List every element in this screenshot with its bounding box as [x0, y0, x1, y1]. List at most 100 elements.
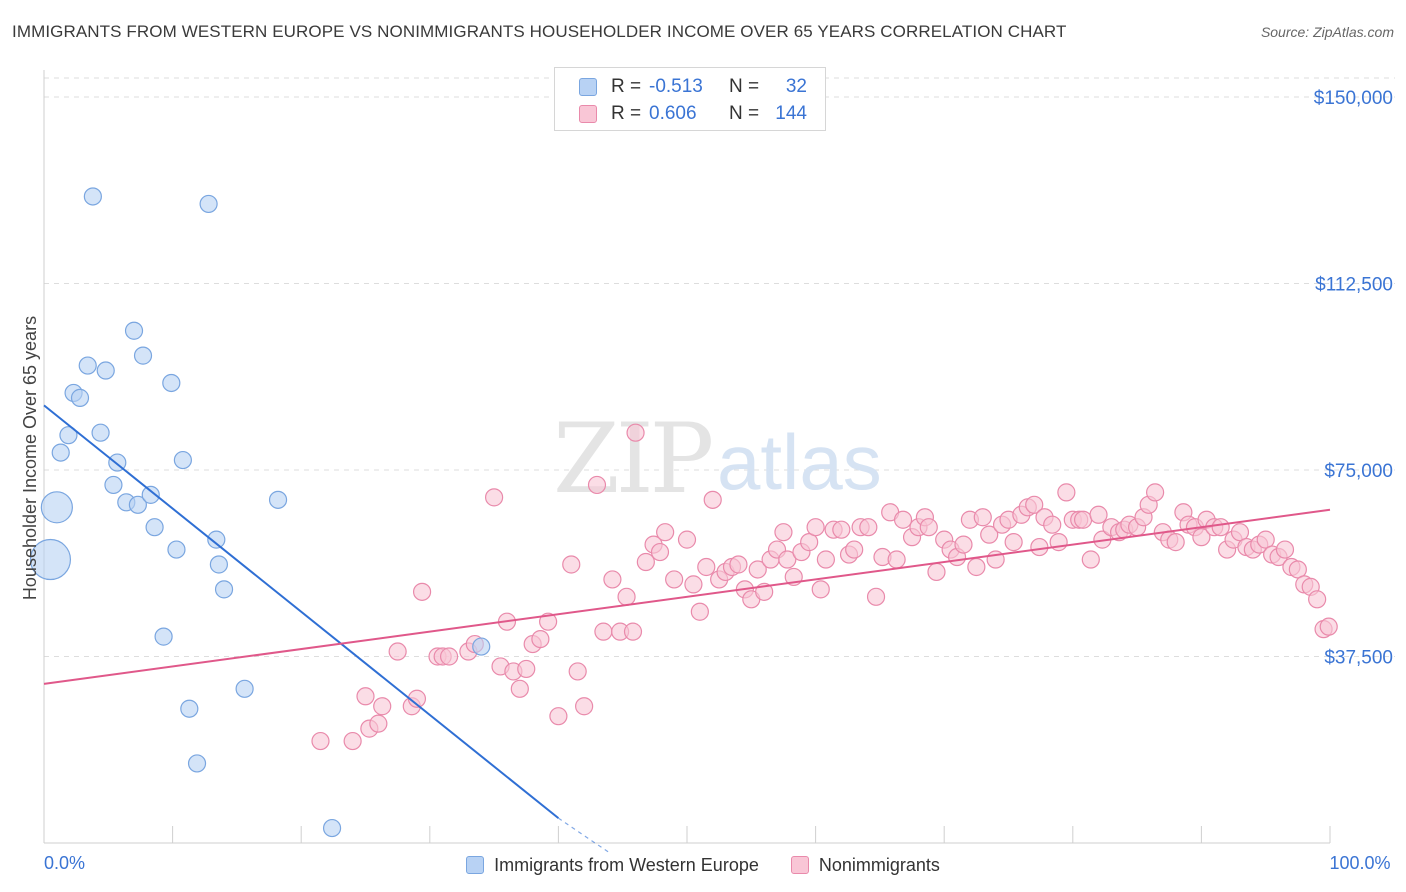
- immigrant-point: [133, 346, 153, 365]
- immigrant-point: [199, 194, 218, 214]
- nonimmigrant-point: [811, 580, 830, 599]
- nonimmigrant-point: [517, 659, 536, 679]
- immigrant-point: [59, 426, 78, 445]
- nonimmigrant-point: [623, 622, 643, 641]
- x-tick-label: 100.0%: [1329, 853, 1390, 873]
- nonimmigrant-point: [617, 587, 636, 606]
- immigrant-point: [29, 538, 72, 581]
- immigrant-point: [472, 637, 491, 656]
- legend-item-immigrants[interactable]: Immigrants from Western Europe: [466, 855, 759, 876]
- n-label: N =: [729, 103, 760, 124]
- nonimmigrant-point: [1308, 590, 1327, 609]
- nonimmigrant-point: [665, 570, 684, 589]
- nonimmigrant-point: [1319, 617, 1338, 636]
- nonimmigrant-point: [343, 731, 362, 751]
- nonimmigrant-point: [562, 555, 581, 574]
- nonimmigrant-point: [531, 629, 550, 649]
- y-tick-label: $37,500: [1324, 648, 1393, 669]
- watermark-atlas: atlas: [717, 418, 882, 506]
- nonimmigrant-point: [748, 560, 767, 579]
- n-value: 32: [785, 76, 807, 97]
- nonimmigrant-point: [729, 555, 748, 574]
- nonimmigrant-point: [1081, 550, 1100, 569]
- nonimmigrants-trend-line: [43, 508, 1331, 685]
- n-value: 144: [775, 103, 807, 124]
- legend-item-nonimmigrants[interactable]: Nonimmigrants: [790, 854, 940, 876]
- axes: [43, 70, 1331, 844]
- immigrant-point: [180, 699, 199, 718]
- nonimmigrant-point: [412, 582, 432, 601]
- watermark: ZIP atlas: [553, 403, 882, 515]
- trend-lines: [43, 404, 1331, 854]
- immigrant-point: [154, 627, 173, 646]
- nonimmigrant-point: [356, 687, 375, 706]
- nonimmigrant-point: [866, 587, 886, 606]
- nonimmigrant-point: [684, 575, 703, 594]
- immigrant-point: [128, 495, 147, 514]
- immigrant-point: [78, 356, 97, 375]
- nonimmigrant-point: [832, 520, 851, 539]
- immigrant-point: [162, 373, 181, 393]
- nonimmigrant-point: [778, 550, 797, 569]
- legend-row-nonimmigrants: R = 0.606 N = 144: [579, 102, 807, 126]
- nonimmigrant-point: [1146, 483, 1165, 502]
- nonimmigrant-point: [690, 602, 709, 621]
- correlation-legend: R = -0.513 N = 32 R = 0.606 N = 144: [554, 67, 826, 131]
- legend-label: Nonimmigrants: [818, 854, 940, 875]
- nonimmigrant-point: [568, 662, 587, 681]
- immigrants-trend-extension: [558, 817, 611, 854]
- immigrants-trend-line: [43, 404, 560, 819]
- nonimmigrant-point: [954, 535, 973, 554]
- nonimmigrant-point: [703, 490, 722, 509]
- nonimmigrant-point: [1275, 540, 1295, 559]
- r-label: R =: [611, 76, 642, 97]
- nonimmigrant-point: [697, 557, 716, 577]
- r-label: R =: [611, 103, 642, 124]
- watermark-zip: ZIP: [553, 403, 712, 515]
- immigrant-point: [91, 423, 110, 442]
- immigrant-point: [104, 475, 123, 495]
- pink-swatch: [579, 105, 597, 123]
- blue-swatch: [579, 78, 597, 96]
- immigrant-point: [124, 321, 144, 340]
- nonimmigrant-point: [774, 523, 793, 542]
- immigrant-point: [209, 555, 228, 574]
- nonimmigrants-points: [311, 423, 1338, 751]
- nonimmigrant-point: [373, 697, 392, 716]
- nonimmigrant-point: [973, 508, 992, 527]
- nonimmigrant-point: [1030, 537, 1049, 557]
- pink-swatch: [790, 856, 809, 874]
- nonimmigrant-point: [1057, 483, 1076, 502]
- nonimmigrant-point: [919, 518, 938, 537]
- r-value: -0.513: [649, 76, 703, 97]
- nonimmigrant-point: [980, 525, 999, 544]
- immigrant-point: [51, 443, 70, 462]
- nonimmigrant-point: [626, 423, 645, 442]
- x-tick-label: 0.0%: [44, 853, 85, 873]
- nonimmigrant-point: [636, 552, 655, 572]
- legend-row-immigrants: R = -0.513 N = 32: [579, 75, 807, 99]
- nonimmigrant-point: [369, 714, 388, 733]
- nonimmigrant-point: [656, 523, 675, 542]
- nonimmigrant-point: [549, 707, 568, 726]
- nonimmigrant-point: [927, 562, 946, 582]
- immigrant-point: [141, 485, 160, 504]
- nonimmigrant-point: [594, 622, 613, 641]
- y-tick-label: $150,000: [1314, 88, 1393, 109]
- chart-title: IMMIGRANTS FROM WESTERN EUROPE VS NONIMM…: [12, 22, 1067, 41]
- nonimmigrant-point: [539, 612, 558, 631]
- immigrant-point: [214, 580, 234, 599]
- immigrant-point: [83, 187, 102, 206]
- immigrant-point: [167, 540, 186, 559]
- nonimmigrant-point: [806, 518, 825, 537]
- n-label: N =: [729, 76, 760, 97]
- source-label: Source: ZipAtlas.com: [1260, 24, 1394, 40]
- series-legend: Immigrants from Western Europe Nonimmigr…: [0, 852, 1406, 878]
- nonimmigrant-point: [1004, 533, 1023, 552]
- nonimmigrant-point: [388, 642, 407, 661]
- immigrants-points: [29, 187, 491, 838]
- nonimmigrant-point: [893, 510, 913, 529]
- immigrant-point: [173, 450, 192, 470]
- r-value: 0.606: [649, 103, 697, 124]
